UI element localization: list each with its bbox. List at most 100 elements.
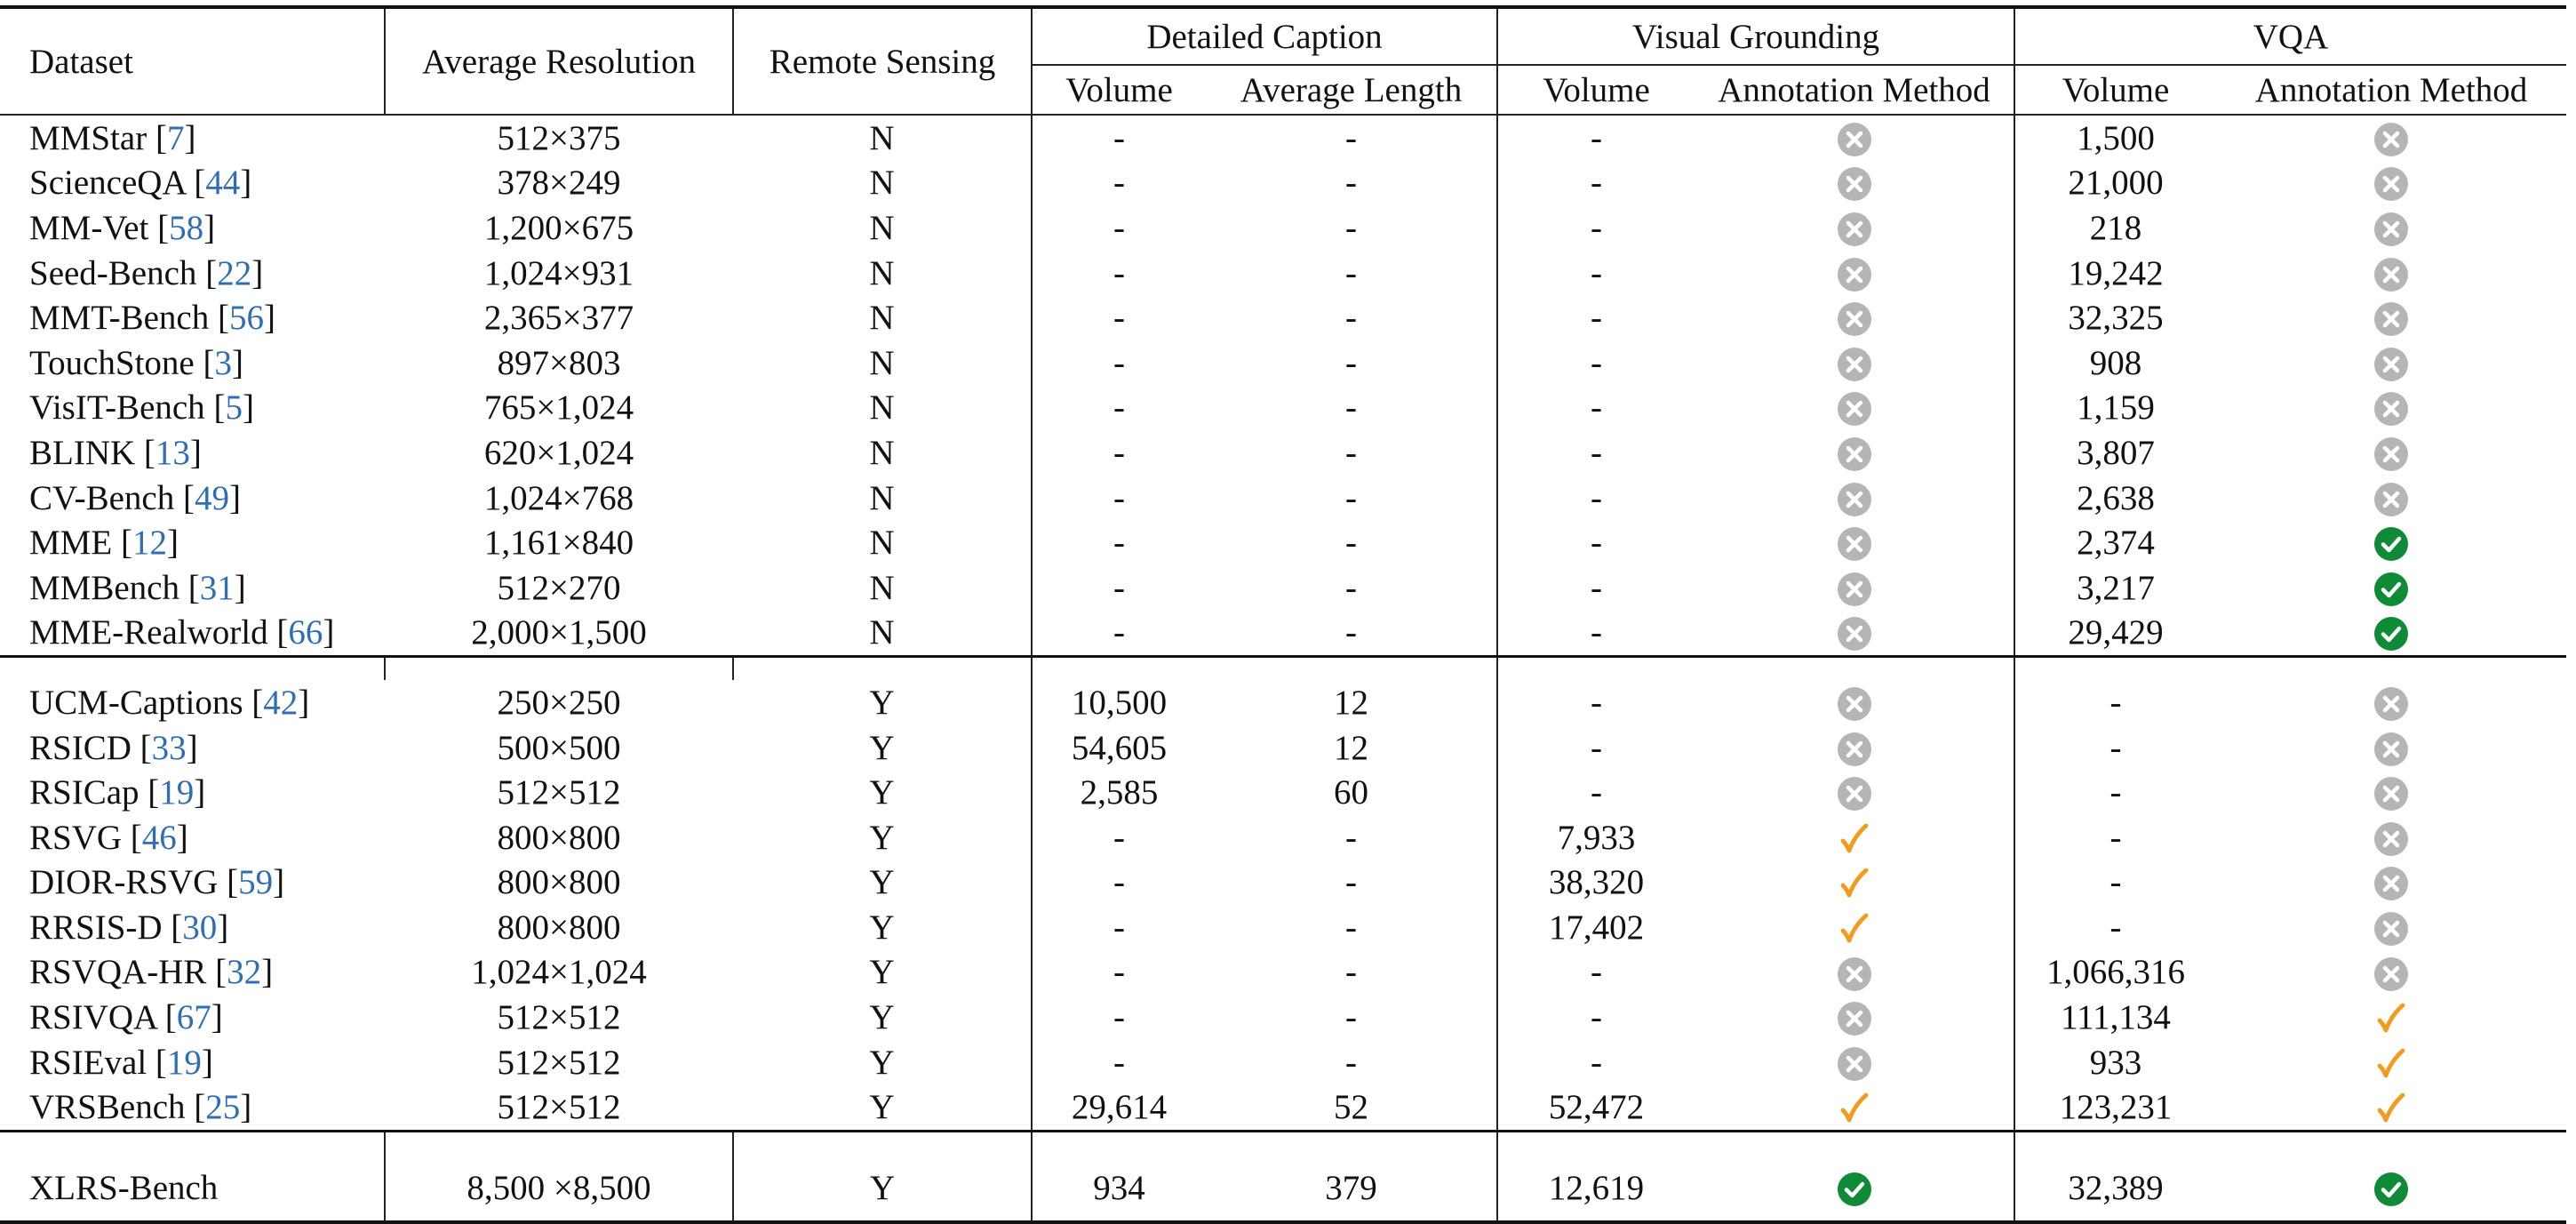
cell-caption-length: 60 — [1334, 773, 1368, 812]
dataset-name: RSIEval — [29, 1043, 148, 1082]
table-row: RRSIS-D [30] 800×800 Y - - 17,402 - — [0, 905, 2566, 950]
cell-grounding-annotation — [1695, 815, 2014, 860]
cell-grounding-annotation — [1695, 860, 2014, 906]
cell-vqa-annotation — [2216, 611, 2566, 657]
citation-link[interactable]: 19 — [159, 773, 195, 812]
citation-link[interactable]: 33 — [151, 728, 187, 767]
cell-caption-volume: - — [1031, 250, 1206, 296]
cell-vqa-volume: 123,231 — [2014, 1084, 2217, 1132]
citation-link[interactable]: 12 — [132, 524, 167, 563]
cell-caption-length: - — [1345, 568, 1357, 607]
cell-grounding-annotation — [1695, 476, 2014, 521]
cell-grounding-annotation — [1695, 1155, 2015, 1224]
cell-remote-sensing: Y — [869, 773, 895, 812]
dataset-name: VRSBench — [29, 1088, 186, 1127]
citation-link[interactable]: 59 — [238, 863, 274, 902]
cell-resolution: 1,024×931 — [483, 253, 634, 292]
cell-resolution: 2,365×377 — [483, 299, 634, 338]
cell-remote-sensing: N — [869, 208, 895, 247]
cell-vqa-annotation — [2216, 251, 2566, 296]
cell-caption-volume: - — [1031, 564, 1206, 611]
cell-dataset: RSIVQA [67] — [29, 998, 223, 1037]
cell-vqa-annotation — [2216, 770, 2566, 815]
citation-link[interactable]: 13 — [155, 433, 190, 472]
cell-remote-sensing: N — [869, 524, 895, 563]
cell-dataset: XLRS-Bench — [0, 1155, 385, 1224]
cell-grounding-annotation — [1695, 114, 2015, 161]
cell-grounding-annotation — [1695, 725, 2014, 771]
citation-link[interactable]: 66 — [288, 613, 323, 652]
cell-dataset: RRSIS-D [30] — [29, 908, 229, 947]
cell-vqa-annotation — [2216, 1084, 2566, 1131]
citation-link[interactable]: 5 — [225, 388, 243, 428]
citation-link[interactable]: 67 — [176, 998, 211, 1037]
cell-resolution: 512×270 — [497, 568, 621, 607]
cell-dataset: TouchStone [3] — [29, 343, 243, 382]
cell-remote-sensing: N — [869, 343, 895, 382]
cell-resolution: 765×1,024 — [483, 388, 634, 428]
x-circle-icon — [1837, 166, 1872, 202]
citation-link[interactable]: 42 — [263, 683, 299, 722]
citation-link[interactable]: 58 — [169, 208, 204, 247]
cell-caption-length: - — [1345, 253, 1357, 292]
cell-vqa-annotation — [2216, 1040, 2566, 1085]
cell-caption-volume: - — [1031, 949, 1206, 996]
cell-vqa-annotation — [2216, 950, 2566, 996]
cell-caption-volume: - — [1031, 1039, 1206, 1085]
cell-dataset: MMT-Bench [56] — [29, 299, 275, 338]
cell-vqa-volume: 218 — [2014, 205, 2217, 251]
cell-vqa-annotation — [2216, 815, 2566, 860]
citation-link[interactable]: 25 — [205, 1088, 241, 1127]
dataset-name: RSVG — [29, 818, 123, 857]
citation-link[interactable]: 44 — [205, 164, 241, 203]
table-row: UCM-Captions [42] 250×250 Y 10,500 12 - - — [0, 680, 2566, 725]
cell-vqa-annotation — [2216, 340, 2566, 386]
dataset-name: MME — [29, 524, 113, 563]
cell-vqa-volume: - — [2014, 814, 2217, 860]
cell-remote-sensing: Y — [869, 863, 895, 902]
header-caption-average-length: Average Length — [1240, 70, 1463, 109]
cell-dataset: MM-Vet [58] — [29, 208, 216, 247]
cell-grounding-annotation — [1695, 1040, 2014, 1085]
cell-vqa-annotation — [2216, 114, 2567, 161]
cell-dataset: RSICap [19] — [29, 773, 206, 812]
cell-caption-length: - — [1345, 433, 1357, 472]
cell-caption-length: - — [1345, 388, 1357, 428]
citation-link[interactable]: 32 — [227, 953, 262, 992]
citation-link[interactable]: 30 — [182, 908, 218, 947]
cell-dataset: ScienceQA [44] — [29, 164, 252, 203]
cell-grounding-volume: - — [1496, 680, 1695, 725]
table-row: RSVG [46] 800×800 Y - - 7,933 - — [0, 814, 2566, 860]
citation-link[interactable]: 7 — [166, 118, 185, 157]
x-circle-icon — [1837, 732, 1872, 767]
dataset-name: RSICD — [29, 728, 132, 767]
cell-resolution: 512×512 — [497, 998, 621, 1037]
x-circle-icon — [1837, 257, 1872, 292]
cell-grounding-volume: - — [1496, 724, 1695, 771]
cell-vqa-annotation — [2216, 725, 2566, 771]
table-row: MMStar [7] 512×375 N - - -1,500 — [0, 114, 2567, 161]
citation-link[interactable]: 49 — [194, 478, 229, 517]
x-circle-icon — [2373, 212, 2409, 247]
citation-link[interactable]: 19 — [166, 1043, 202, 1082]
cell-caption-volume: - — [1031, 114, 1206, 161]
citation-link[interactable]: 31 — [199, 568, 235, 607]
cell-resolution: 897×803 — [497, 343, 621, 382]
citation-link[interactable]: 46 — [141, 818, 177, 857]
cell-grounding-volume: 52,472 — [1496, 1084, 1695, 1132]
checkmark-icon — [2373, 1091, 2409, 1126]
x-circle-icon — [1837, 686, 1872, 722]
cell-vqa-annotation — [2216, 995, 2566, 1040]
cell-grounding-volume: - — [1496, 114, 1695, 161]
header-group-vqa: VQA — [2014, 5, 2567, 66]
cell-caption-length: - — [1345, 613, 1357, 652]
cell-grounding-annotation — [1695, 430, 2014, 476]
citation-link[interactable]: 3 — [214, 343, 233, 382]
cell-dataset: BLINK [13] — [29, 433, 202, 472]
cell-caption-volume: - — [1031, 520, 1206, 565]
citation-link[interactable]: 22 — [217, 253, 252, 292]
benchmark-comparison-table: Dataset Average Resolution Remote Sensin… — [0, 5, 2567, 1224]
citation-link[interactable]: 56 — [228, 299, 264, 338]
dataset-name: RRSIS-D — [29, 908, 163, 947]
header-grounding-annotation-method: Annotation Method — [1718, 70, 1990, 109]
